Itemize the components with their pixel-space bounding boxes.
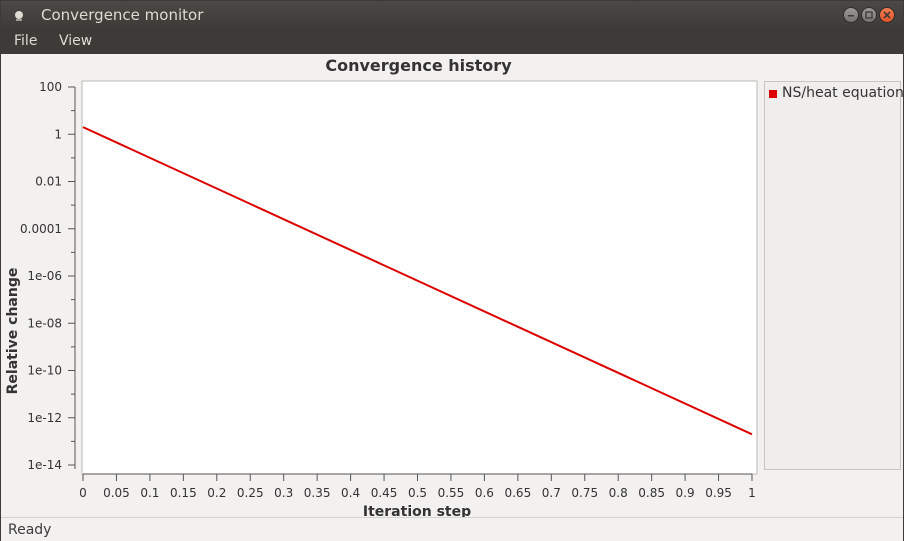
series-layer [82,126,753,436]
x-tick-label: 0.95 [705,486,732,500]
x-tick-label: 0.35 [304,486,331,500]
x-tick-label: 0.55 [438,486,465,500]
legend-swatch [769,90,777,98]
x-axis-label: Iteration step [363,504,471,518]
series-line [82,126,753,436]
y-tick-label: 1e-14 [27,458,62,472]
y-tick-label: 1e-12 [27,411,62,425]
x-tick-label: 0.65 [504,486,531,500]
x-tick-label: 0.2 [207,486,226,500]
plot-area [81,80,758,475]
x-tick-label: 0 [79,486,87,500]
x-tick-label: 0.9 [676,486,695,500]
maximize-icon [865,11,873,19]
x-tick-label: 0.3 [274,486,293,500]
x-tick-label: 0.85 [638,486,665,500]
minimize-button[interactable] [843,7,859,23]
y-tick-label: 1e-06 [27,269,62,283]
window-title: Convergence monitor [41,6,204,24]
app-icon [15,11,23,21]
legend-label: NS/heat equation [782,85,904,101]
convergence-plot: 10010.010.00011e-061e-081e-101e-121e-14 … [5,80,758,518]
x-tick-label: 0.25 [237,486,264,500]
y-tick-label: 1 [54,127,62,141]
x-tick-label: 0.75 [571,486,598,500]
y-axis-label: Relative change [5,268,21,395]
x-tick-label: 0.8 [609,486,628,500]
y-tick-label: 0.0001 [20,222,62,236]
y-tick-label: 1e-10 [27,364,62,378]
menu-view[interactable]: View [59,33,93,49]
y-tick-label: 100 [39,80,62,94]
x-tick-label: 0.5 [408,486,427,500]
close-button[interactable] [879,7,895,23]
x-tick-label: 1 [748,486,756,500]
legend: NS/heat equation [764,81,904,470]
x-tick-label: 0.7 [542,486,561,500]
chart-title: Convergence history [325,56,512,75]
x-tick-label: 0.05 [103,486,130,500]
menu-file[interactable]: File [14,33,38,49]
minimize-icon [848,15,854,17]
y-tick-label: 1e-08 [27,316,62,330]
x-tick-label: 0.1 [140,486,159,500]
x-tick-label: 0.15 [170,486,197,500]
x-tick-label: 0.4 [341,486,360,500]
y-tick-label: 0.01 [35,175,62,189]
y-axis: 100 1 0.01 0.0001 1e-06 1e-08 1e-10 1e-12 1e-14 [20,80,76,472]
maximize-button[interactable] [861,7,877,23]
x-axis: 0 0.05 0.1 0.15 0.2 0.25 0.3 0.35 0.4 0.45 0.5 0.55… [79,473,756,500]
x-tick-label: 0.45 [371,486,398,500]
x-tick-label: 0.6 [475,486,494,500]
menu-bar: File View [1,29,903,54]
title-bar[interactable]: Convergence monitor [1,1,903,29]
status-bar: Ready [1,517,903,541]
status-text: Ready [8,522,52,538]
close-icon [883,11,891,19]
